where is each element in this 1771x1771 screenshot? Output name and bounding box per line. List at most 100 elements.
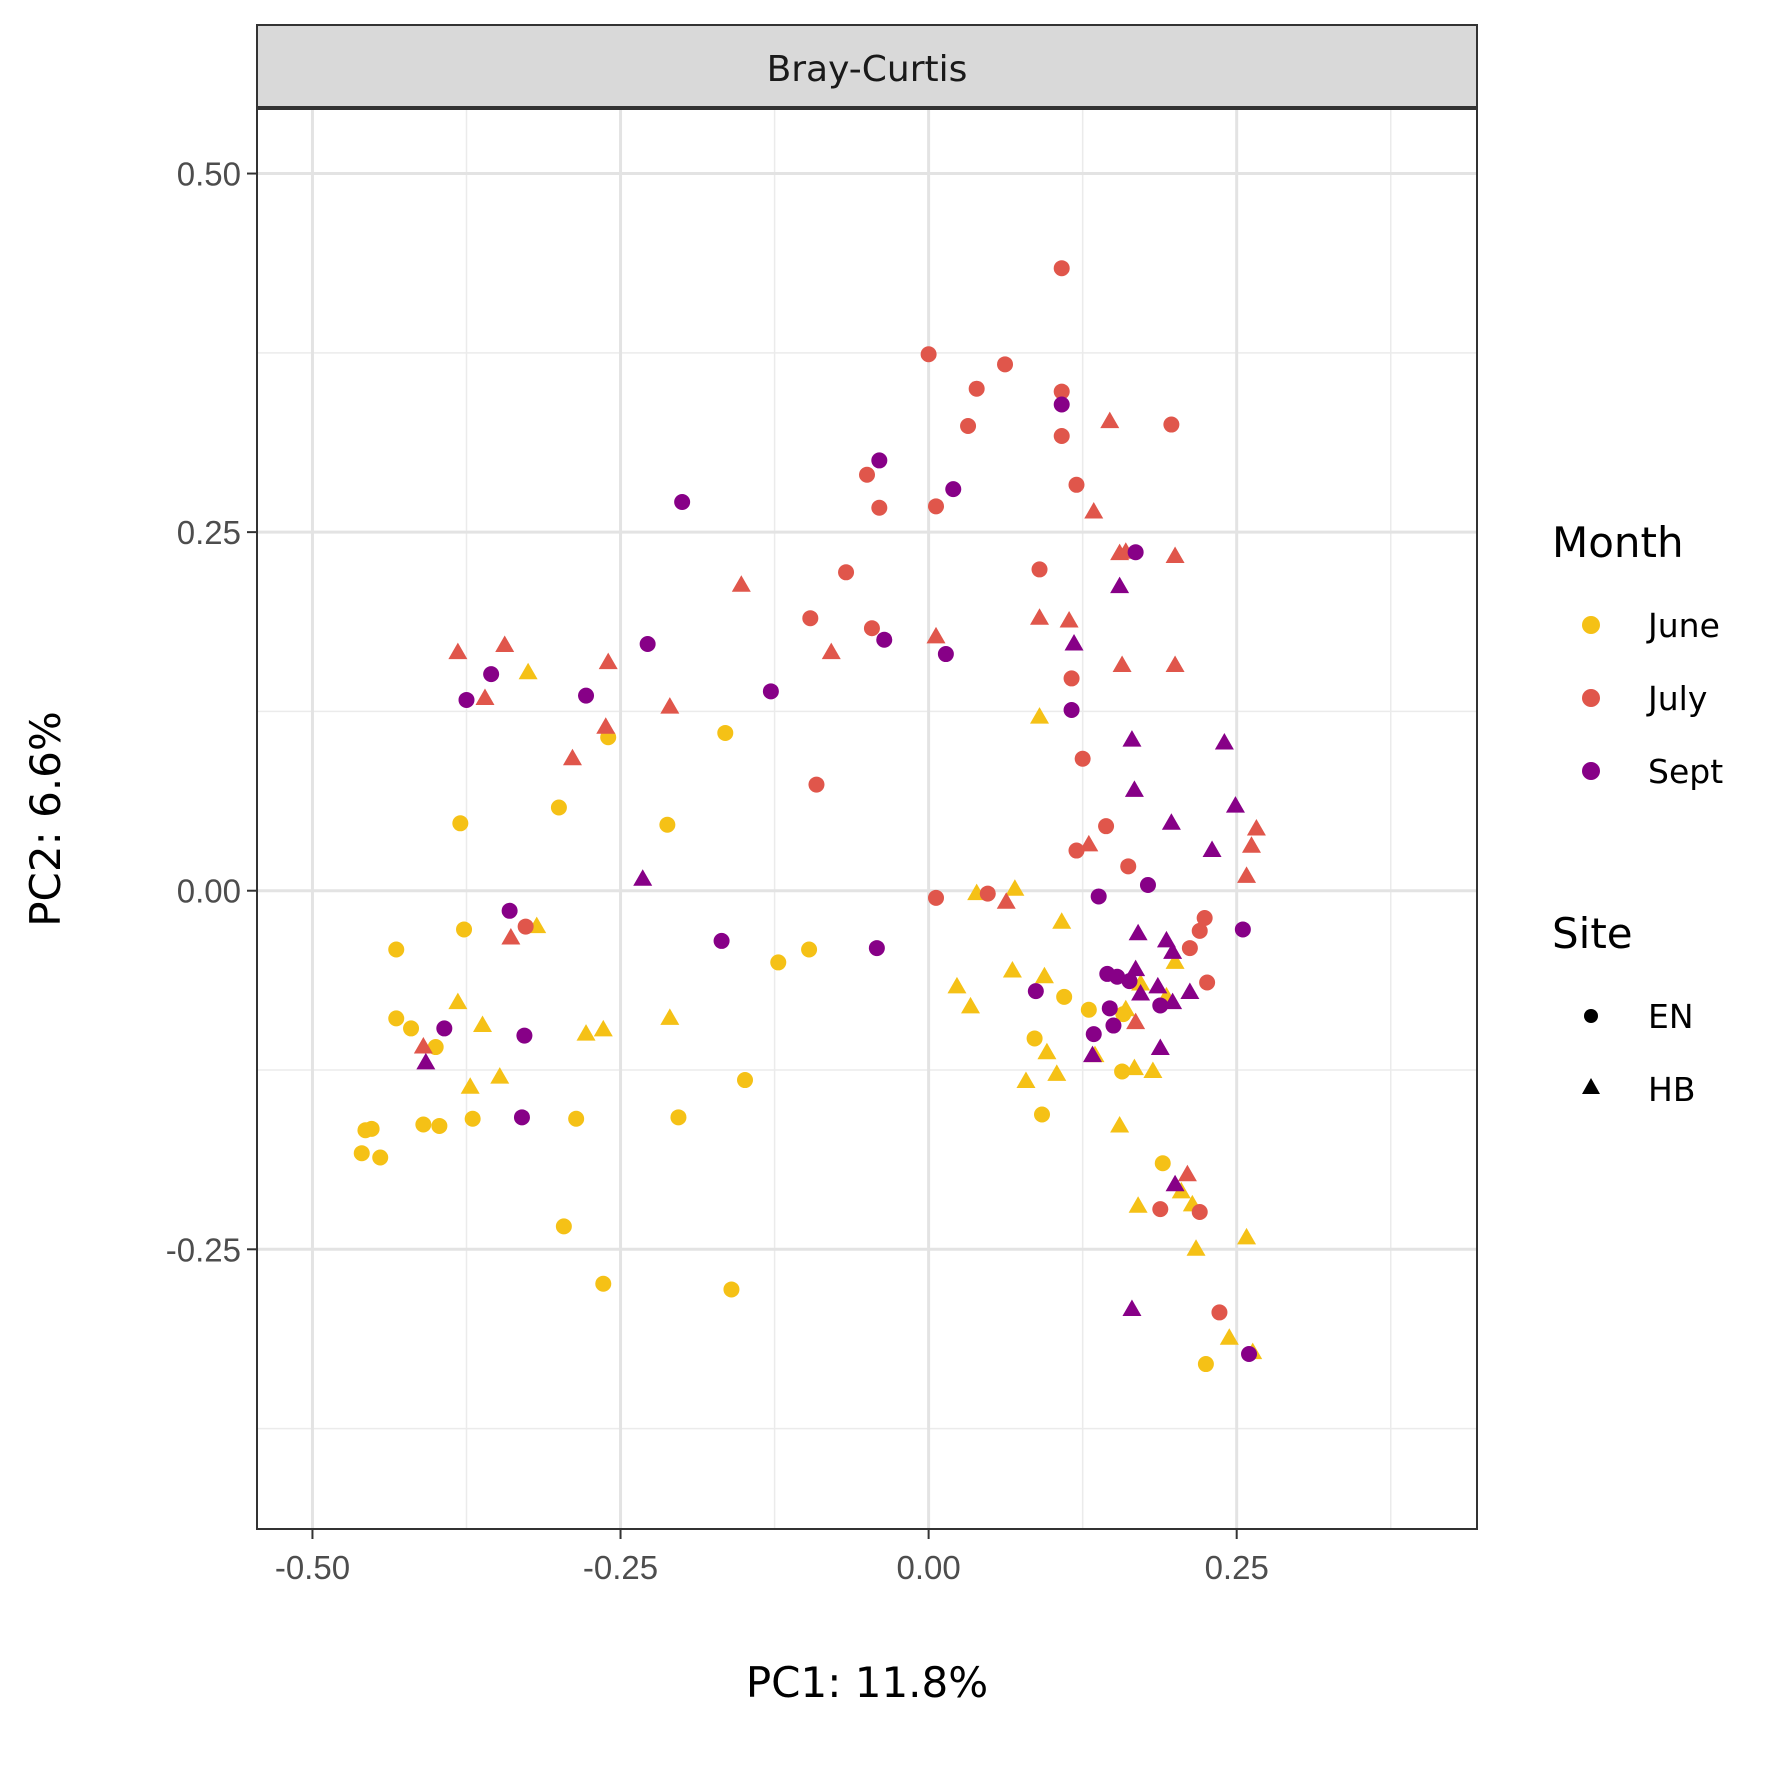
data-point [1120,858,1137,875]
data-point [1005,879,1025,896]
data-point [660,1008,680,1025]
legend-title-month: Month [1552,518,1684,567]
data-point [1139,876,1156,893]
x-tick-label: 0.00 [896,1549,960,1586]
legend-key-june [1582,616,1600,634]
data-point [1084,502,1104,519]
data-point [1034,966,1054,984]
data-point [456,921,473,938]
data-point [475,688,495,706]
data-point [1143,1061,1163,1078]
data-point [1165,952,1185,969]
facet-title: Bray-Curtis [767,49,968,90]
data-point [1126,1012,1146,1030]
data-point [838,564,855,581]
plot-panel-border [256,108,1478,1530]
data-point [1163,416,1180,433]
data-point [713,932,730,949]
data-point [1080,1001,1097,1018]
data-point [1063,670,1080,687]
data-point [464,1110,481,1127]
data-point [863,620,880,637]
data-point [1110,576,1130,594]
data-point [1180,982,1200,1000]
data-point [996,892,1016,909]
data-point [1079,834,1099,852]
data-point [871,452,888,469]
grid-lines [257,109,1477,1529]
data-point [1030,608,1050,625]
data-point [388,941,405,958]
data-point [960,417,977,434]
y-tick-label: 0.25 [177,514,241,551]
data-point [501,928,521,945]
data-point [876,631,893,648]
data-point [1124,1058,1144,1076]
data-point [1237,1227,1257,1245]
data-point [1214,732,1234,750]
data-point [1199,974,1216,991]
data-point [639,636,656,653]
data-point [1053,396,1070,413]
data-point [593,1019,613,1037]
data-point [448,642,468,660]
data-point [1116,999,1136,1017]
data-point [1163,942,1183,959]
data-point [1150,1038,1170,1055]
data-point [1031,561,1048,578]
data-point [595,1275,612,1292]
data-point [353,1145,370,1162]
data-point [1126,959,1146,977]
data-point [1165,546,1185,564]
data-point [1053,383,1070,400]
data-point [1083,1045,1103,1063]
data-point [928,498,945,515]
x-axis-title: PC1: 11.8% [746,1658,988,1707]
data-point [1165,655,1185,673]
data-point [1202,840,1222,858]
data-point [1225,796,1245,813]
data-point [1241,1346,1258,1363]
data-point [1052,912,1072,929]
data-point [1156,930,1176,948]
data-point [920,346,937,363]
data-point [947,976,967,994]
data-point [1114,1063,1131,1080]
data-point [436,1020,453,1037]
data-point [1177,1164,1197,1182]
data-point [928,889,945,906]
legend-label-hb: HB [1648,1070,1695,1109]
data-point [926,626,946,644]
facet-strip [256,24,1478,108]
data-point [1219,1328,1239,1345]
data-point [1105,1017,1122,1034]
y-tick-label: -0.25 [166,1231,241,1268]
data-point [1085,1026,1102,1043]
legend-label-july: July [1646,679,1707,718]
axes: -0.50 -0.25 0.00 0.25 -0.25 0.00 0.25 0.50 [166,156,1269,1586]
data-point [633,869,653,886]
data-point [670,1109,687,1126]
data-points [353,260,1266,1373]
data-point [1053,260,1070,277]
data-point [723,1281,740,1298]
plot-panel [257,109,1477,1529]
data-point [1122,1299,1142,1317]
data-point [1128,1196,1148,1213]
data-point [1047,1064,1067,1081]
data-point [1211,1304,1228,1321]
data-point [501,902,518,919]
data-point [859,466,875,483]
data-point [945,481,962,498]
data-point [1074,750,1091,767]
data-point [1246,819,1266,836]
data-point [431,1117,448,1134]
legend-label-sept: Sept [1648,752,1723,791]
data-point [801,941,818,958]
data-point [555,1218,572,1235]
data-point [1122,730,1142,747]
data-point [448,992,468,1010]
legend-key-july [1582,689,1600,707]
data-point [568,1110,585,1127]
data-point [578,687,595,704]
